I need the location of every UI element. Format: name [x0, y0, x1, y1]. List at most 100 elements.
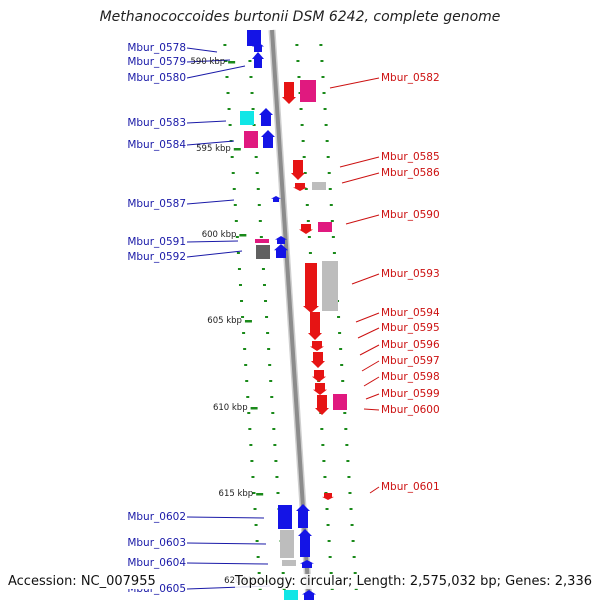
- track-far-left-tick: [253, 508, 257, 510]
- gene-label-right: Mbur_0582: [381, 72, 440, 84]
- scale-tick: [244, 320, 252, 323]
- cyan-feature-mbur-0605: [284, 590, 298, 600]
- track-near-right-tick: [305, 204, 309, 206]
- track-near-right-tick: [301, 140, 305, 142]
- leader-right: [369, 486, 380, 494]
- track-near-right-tick: [307, 236, 311, 238]
- track-far-left-tick: [246, 396, 250, 398]
- track-near-right-tick: [322, 460, 326, 462]
- gene-label-left: Mbur_0602: [127, 511, 186, 523]
- track-near-left-tick: [270, 396, 274, 398]
- track-far-right-tick: [339, 348, 343, 350]
- forward-gene-mbur-0592b: [274, 244, 288, 258]
- track-far-right-tick: [345, 444, 349, 446]
- track-near-right-tick: [320, 428, 324, 430]
- track-near-right-tick: [325, 508, 329, 510]
- track-near-left-tick: [264, 300, 268, 302]
- forward-gene-mbur-0605b: [302, 590, 316, 600]
- track-near-left-tick: [274, 460, 278, 462]
- gene-label-right: Mbur_0599: [381, 388, 440, 400]
- forward-gene-mbur-0583b: [259, 108, 273, 126]
- track-far-right-tick: [350, 524, 354, 526]
- gene-label-right: Mbur_0595: [381, 322, 440, 334]
- track-far-right-tick: [323, 108, 327, 110]
- track-far-left-tick: [245, 380, 249, 382]
- track-near-right-tick: [300, 124, 304, 126]
- reverse-gene-mbur-0594: [308, 312, 322, 340]
- track-near-left-tick: [258, 220, 262, 222]
- track-near-right-tick: [308, 252, 312, 254]
- leader-right: [359, 344, 380, 356]
- gene-label-left: Mbur_0583: [127, 117, 186, 129]
- track-far-left-tick: [234, 220, 238, 222]
- track-far-right-tick: [349, 508, 353, 510]
- scale-tick: [233, 148, 241, 151]
- leader-right: [363, 408, 380, 411]
- reverse-gene-mbur-0597: [312, 370, 326, 382]
- track-near-left-tick: [269, 380, 273, 382]
- gene-label-left: Mbur_0579: [127, 56, 186, 68]
- forward-gene-mbur-0584b: [261, 130, 275, 148]
- track-near-right-tick: [297, 76, 301, 78]
- forward-gene-mbur-0602b: [296, 504, 310, 528]
- rna-gene-mbur-0582b: [300, 80, 316, 102]
- rna-gene-mbur-0590b: [318, 222, 332, 232]
- leader-left: [186, 65, 246, 79]
- track-far-left-tick: [241, 316, 245, 318]
- track-far-right-tick: [346, 460, 350, 462]
- track-far-right-tick: [354, 588, 358, 590]
- reverse-gene-mbur-0586: [293, 183, 307, 191]
- track-near-right-tick: [303, 172, 307, 174]
- leader-right: [357, 327, 380, 339]
- gene-label-left: Mbur_0587: [127, 198, 186, 210]
- track-far-right-tick: [321, 76, 325, 78]
- leader-left: [186, 47, 218, 53]
- track-near-right-tick: [321, 444, 325, 446]
- track-far-left-tick: [255, 540, 259, 542]
- track-far-left-tick: [235, 236, 239, 238]
- rna-gene-mbur-0600: [333, 394, 347, 410]
- scale-tick: [250, 407, 258, 410]
- track-far-right-tick: [348, 492, 352, 494]
- grey-feature-mbur-0586b: [312, 182, 326, 190]
- track-near-right-tick: [327, 540, 331, 542]
- scale-tick: [256, 493, 264, 496]
- track-far-right-tick: [338, 332, 342, 334]
- track-far-left-tick: [243, 348, 247, 350]
- leader-right: [365, 393, 380, 400]
- gene-label-left: Mbur_0604: [127, 557, 186, 569]
- track-far-left-tick: [256, 556, 260, 558]
- track-far-left-tick: [230, 156, 234, 158]
- track-near-left-tick: [259, 236, 263, 238]
- leader-left: [186, 120, 227, 124]
- track-far-left-tick: [225, 76, 229, 78]
- reverse-gene-mbur-0596: [311, 352, 325, 368]
- track-near-right-tick: [302, 156, 306, 158]
- track-near-right-tick: [299, 108, 303, 110]
- leader-left: [186, 516, 265, 519]
- track-near-left-tick: [276, 492, 280, 494]
- track-far-right-tick: [319, 44, 323, 46]
- track-far-left-tick: [226, 92, 230, 94]
- rna-gene-mbur-0584: [244, 131, 258, 148]
- reverse-gene-mbur-0582: [282, 82, 296, 104]
- gene-label-left: Mbur_0591: [127, 236, 186, 248]
- track-far-right-tick: [337, 316, 341, 318]
- track-near-left-tick: [273, 444, 277, 446]
- track-far-left-tick: [249, 444, 253, 446]
- reverse-gene-mbur-0599: [315, 395, 329, 415]
- gene-label-right: Mbur_0600: [381, 404, 440, 416]
- track-far-right-tick: [347, 476, 351, 478]
- track-far-left-tick: [254, 524, 258, 526]
- accession-text: Accession: NC_007955: [8, 574, 156, 589]
- reverse-gene-mbur-0590: [299, 224, 313, 234]
- scale-label: 615 kbp: [219, 489, 254, 499]
- track-near-left-tick: [255, 172, 259, 174]
- track-near-left-tick: [249, 76, 253, 78]
- track-far-right-tick: [329, 204, 333, 206]
- leader-right: [361, 360, 380, 372]
- track-near-right-tick: [329, 572, 333, 574]
- leader-left: [186, 199, 235, 205]
- track-near-left-tick: [272, 428, 276, 430]
- track-far-left-tick: [247, 412, 251, 414]
